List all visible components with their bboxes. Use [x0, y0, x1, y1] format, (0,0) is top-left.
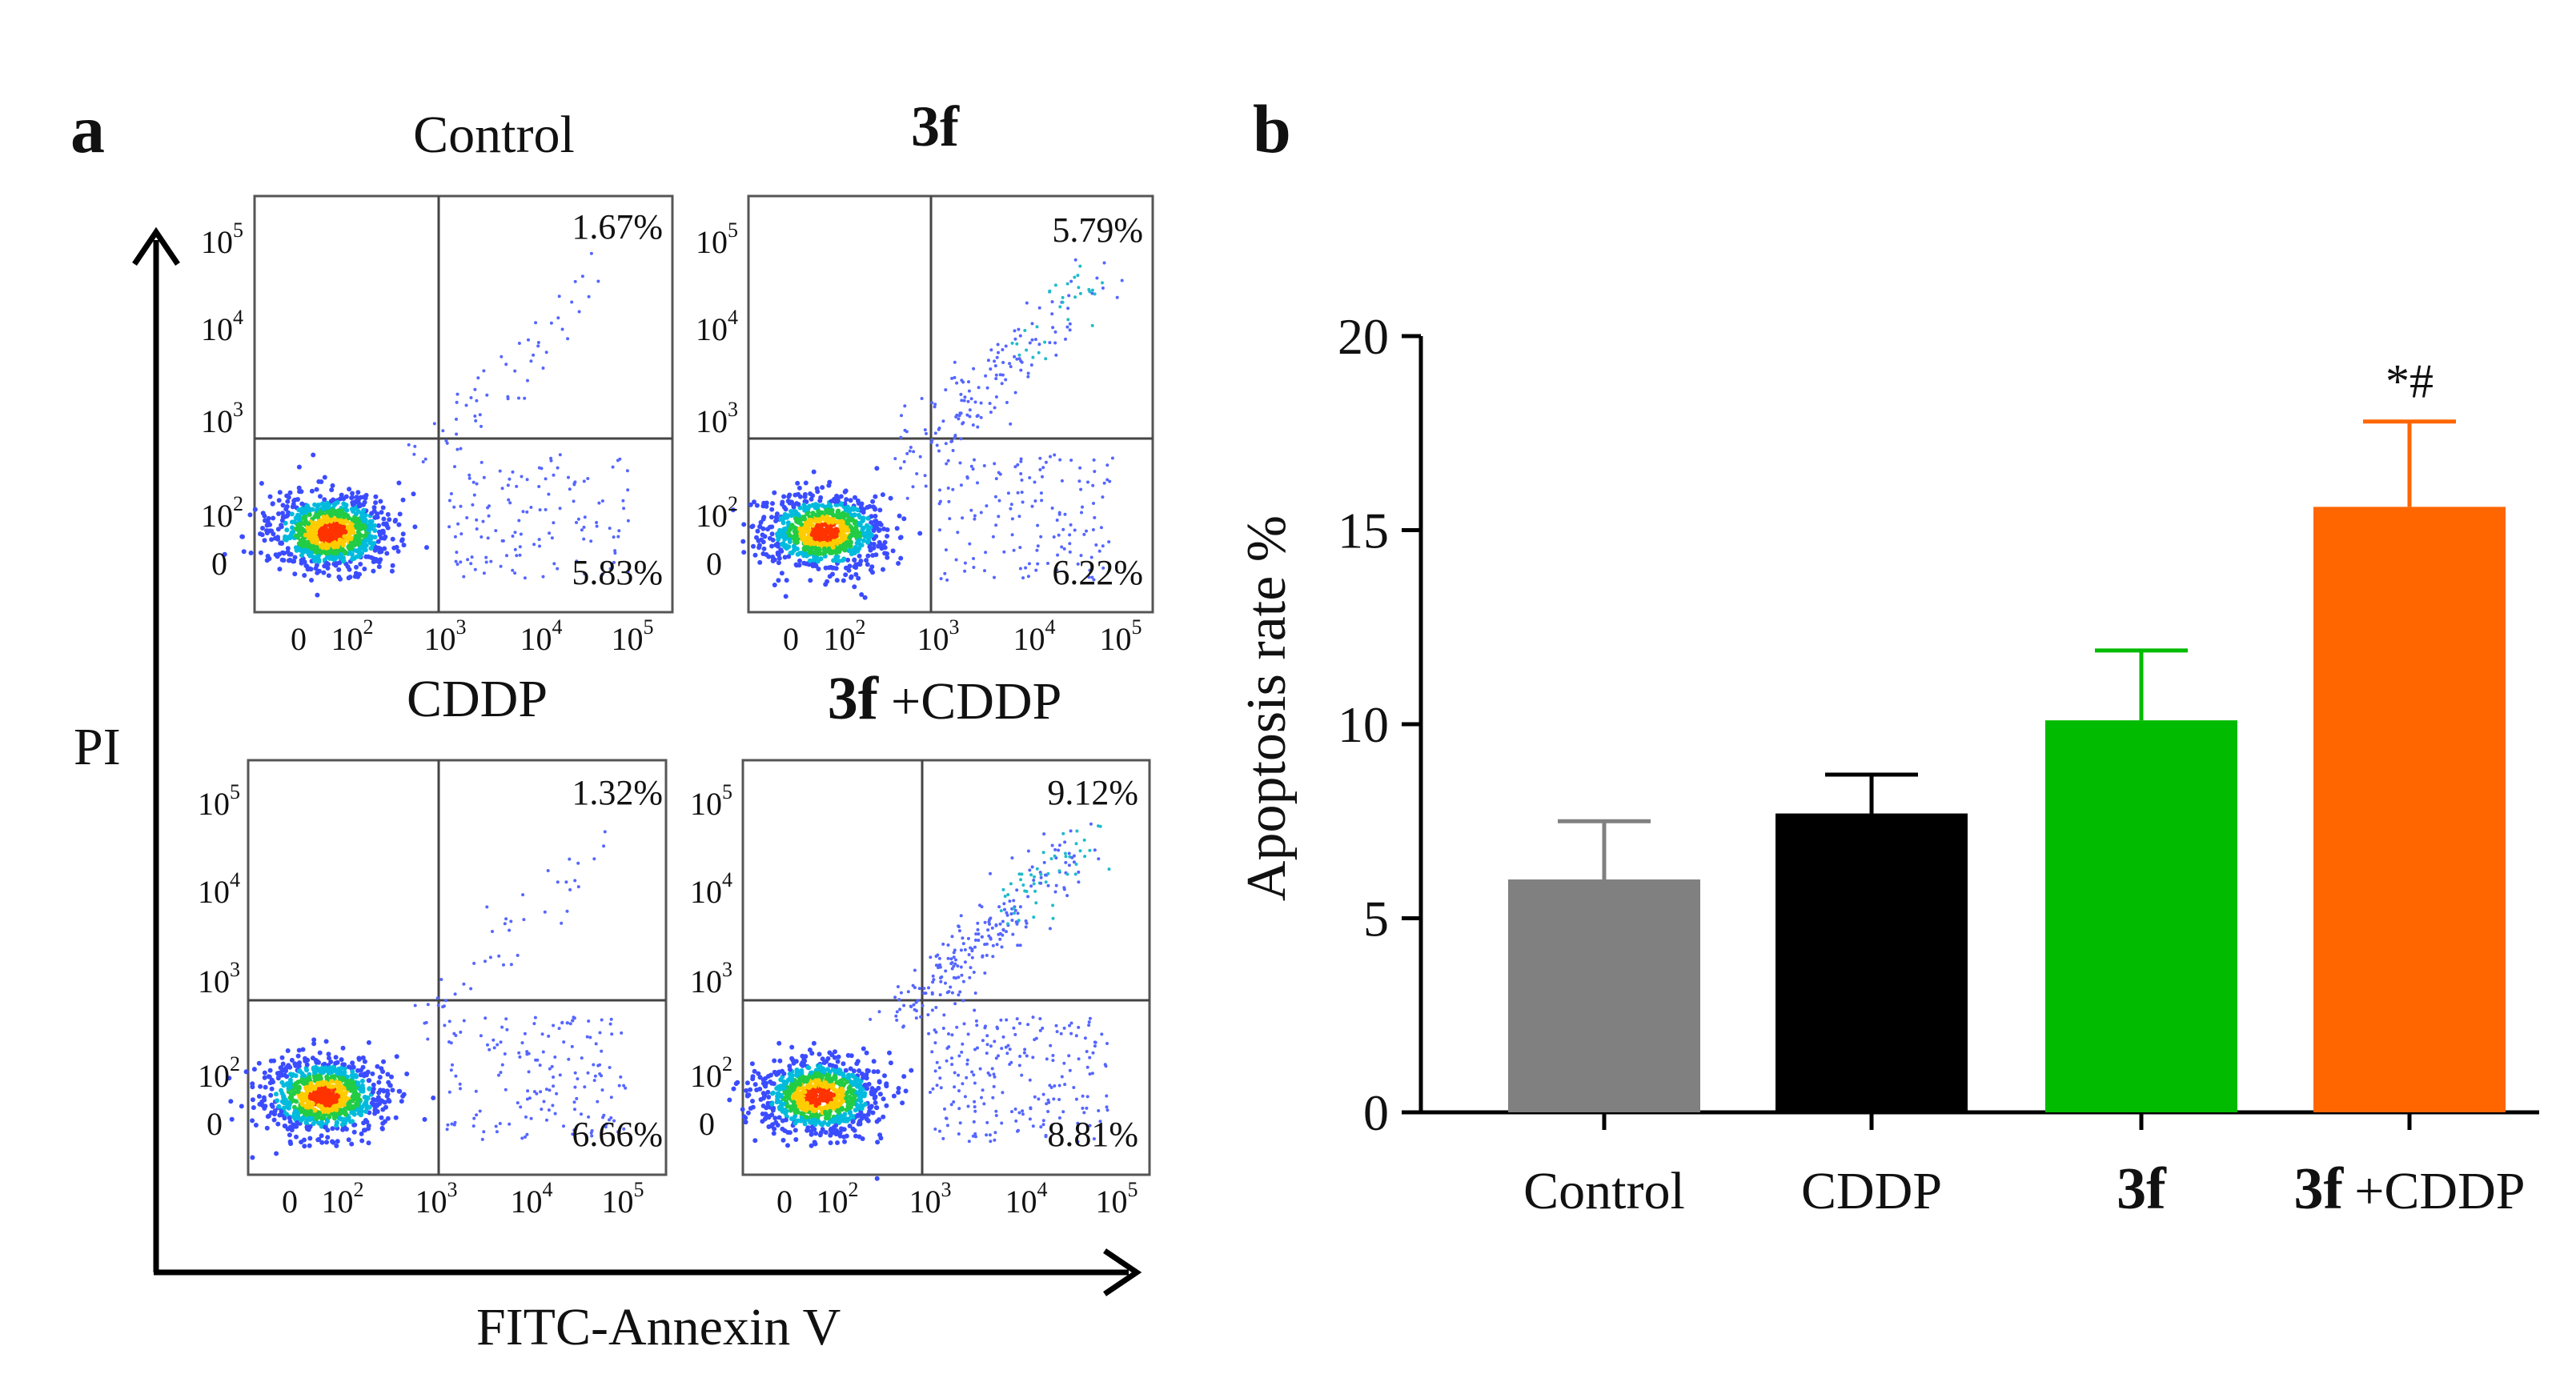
- bar-chart-y-ticks: 0 5 10 15 20: [1338, 308, 1421, 1141]
- bar-chart-annotations: *#: [2385, 355, 2434, 408]
- y-tick-label: 0: [706, 546, 722, 582]
- y-tick-label: 10: [1338, 696, 1389, 753]
- y-tick-label: 105: [696, 218, 738, 260]
- y-tick-label: 0: [1363, 1084, 1389, 1141]
- bar: [2045, 720, 2237, 1112]
- y-tick-label: 20: [1338, 308, 1389, 365]
- y-tick-label: 5: [1363, 891, 1389, 947]
- x-tick-label: 104: [1013, 615, 1056, 657]
- y-tick-label: 102: [198, 1052, 240, 1094]
- bar-chart-bars: [1508, 507, 2506, 1112]
- category-label: Control: [1523, 1162, 1685, 1220]
- bar: [1508, 879, 1700, 1112]
- flow-plot-control: Control 1.67% 5.83% 105 104 103 102 0 0 …: [201, 106, 674, 657]
- x-tick-label: 102: [331, 615, 374, 657]
- y-tick-label: 105: [690, 780, 732, 822]
- panel-a-x-arrowhead: [1103, 1248, 1142, 1296]
- y-tick-label: 104: [696, 306, 738, 347]
- x-tick-label: 105: [1100, 615, 1142, 657]
- x-tick-label: 103: [424, 615, 467, 657]
- scatter-points: [222, 251, 630, 598]
- y-tick-label: 103: [201, 398, 243, 439]
- x-tick-label: 102: [817, 1178, 859, 1220]
- x-tick-label: 0: [783, 621, 799, 657]
- y-tick-label: 102: [696, 492, 738, 534]
- lower-right-percentage: 6.66%: [572, 1115, 663, 1154]
- flow-plot-cddp: CDDP 1.32% 6.66% 105 104 103 102 0 0 102…: [198, 670, 668, 1220]
- x-tick-label: 105: [612, 615, 654, 657]
- y-tick-label: 105: [201, 218, 243, 260]
- x-tick-label: 103: [909, 1178, 952, 1220]
- scatter-points: [727, 822, 1111, 1181]
- x-tick-label: 102: [824, 615, 866, 657]
- x-tick-labels: 0 102 103 104 105: [776, 1178, 1138, 1220]
- x-tick-label: 102: [322, 1178, 364, 1220]
- panel-a: a PI FITC-Annexin V Control 1.67% 5.83% …: [70, 90, 1154, 1356]
- lower-right-percentage: 6.22%: [1052, 553, 1143, 592]
- x-tick-labels: 0 102 103 104 105: [783, 615, 1142, 657]
- x-tick-label: 0: [282, 1184, 298, 1220]
- x-tick-label: 0: [291, 621, 307, 657]
- x-tick-label: 0: [776, 1184, 792, 1220]
- x-tick-label: 103: [415, 1178, 458, 1220]
- y-tick-labels: 105 104 103 102 0: [198, 780, 240, 1142]
- bar-chart-error-bars: [1558, 419, 2456, 879]
- bar: [1776, 813, 1968, 1112]
- x-tick-labels: 0 102 103 104 105: [291, 615, 654, 657]
- upper-right-percentage: 9.12%: [1047, 773, 1138, 812]
- upper-right-percentage: 5.79%: [1052, 210, 1143, 250]
- flow-plot-title: Control: [413, 106, 575, 164]
- x-tick-label: 104: [1005, 1178, 1048, 1220]
- y-tick-labels: 105 104 103 102 0: [201, 218, 243, 582]
- x-tick-label: 104: [511, 1178, 553, 1220]
- y-tick-label: 104: [201, 306, 243, 347]
- y-tick-label: 104: [198, 868, 240, 910]
- panel-a-label: a: [70, 90, 105, 167]
- y-tick-label: 15: [1338, 503, 1389, 559]
- panel-b: b Apoptosis rate % 0 5 10 15 20 *# Control CD…: [1236, 90, 2539, 1222]
- y-tick-label: 103: [198, 958, 240, 999]
- upper-right-percentage: 1.67%: [572, 207, 663, 246]
- bar: [2313, 507, 2506, 1112]
- flow-plot-title: 3f: [911, 94, 960, 158]
- flow-plot-title: CDDP: [407, 670, 548, 728]
- scatter-points: [227, 830, 628, 1160]
- y-tick-label: 0: [211, 546, 227, 582]
- bar-chart-y-axis-label: Apoptosis rate %: [1236, 515, 1298, 901]
- category-label: 3f: [2117, 1156, 2167, 1222]
- x-tick-labels: 0 102 103 104 105: [282, 1178, 644, 1220]
- x-tick-label: 103: [917, 615, 960, 657]
- y-tick-label: 103: [690, 958, 732, 999]
- upper-right-percentage: 1.32%: [572, 773, 663, 812]
- y-tick-labels: 105 104 103 102 0: [696, 218, 738, 582]
- scatter-points: [730, 258, 1124, 600]
- flow-plot-3f-cddp: 3f +CDDP 9.12% 8.81% 105 104 103 102 0 0 …: [690, 665, 1151, 1220]
- y-tick-label: 105: [198, 780, 240, 822]
- x-tick-label: 105: [1096, 1178, 1138, 1220]
- y-tick-label: 102: [690, 1052, 732, 1094]
- bar-chart-category-labels: Control CDDP 3f 3f +CDDP: [1523, 1156, 2525, 1222]
- significance-annotation: *#: [2385, 355, 2434, 408]
- lower-right-percentage: 8.81%: [1047, 1115, 1138, 1154]
- category-label: 3f +CDDP: [2294, 1156, 2526, 1222]
- x-tick-label: 105: [602, 1178, 644, 1220]
- y-tick-label: 104: [690, 868, 732, 910]
- bar-chart-x-ticks: [1602, 1112, 2412, 1130]
- panel-a-x-axis-label: FITC-Annexin V: [476, 1298, 841, 1356]
- x-tick-label: 104: [520, 615, 563, 657]
- y-tick-label: 102: [201, 492, 243, 534]
- y-tick-label: 0: [699, 1106, 715, 1142]
- y-tick-label: 103: [696, 398, 738, 439]
- panel-a-y-arrowhead: [132, 226, 180, 266]
- panel-b-label: b: [1253, 90, 1291, 167]
- y-tick-label: 0: [207, 1106, 223, 1142]
- panel-a-y-axis-label: PI: [74, 718, 121, 776]
- lower-right-percentage: 5.83%: [572, 553, 663, 592]
- flow-plot-title: 3f +CDDP: [828, 665, 1062, 732]
- flow-plot-3f: 3f 5.79% 6.22% 105 104 103 102 0 0 102 1…: [696, 94, 1154, 657]
- y-tick-labels: 105 104 103 102 0: [690, 780, 732, 1142]
- category-label: CDDP: [1801, 1162, 1942, 1220]
